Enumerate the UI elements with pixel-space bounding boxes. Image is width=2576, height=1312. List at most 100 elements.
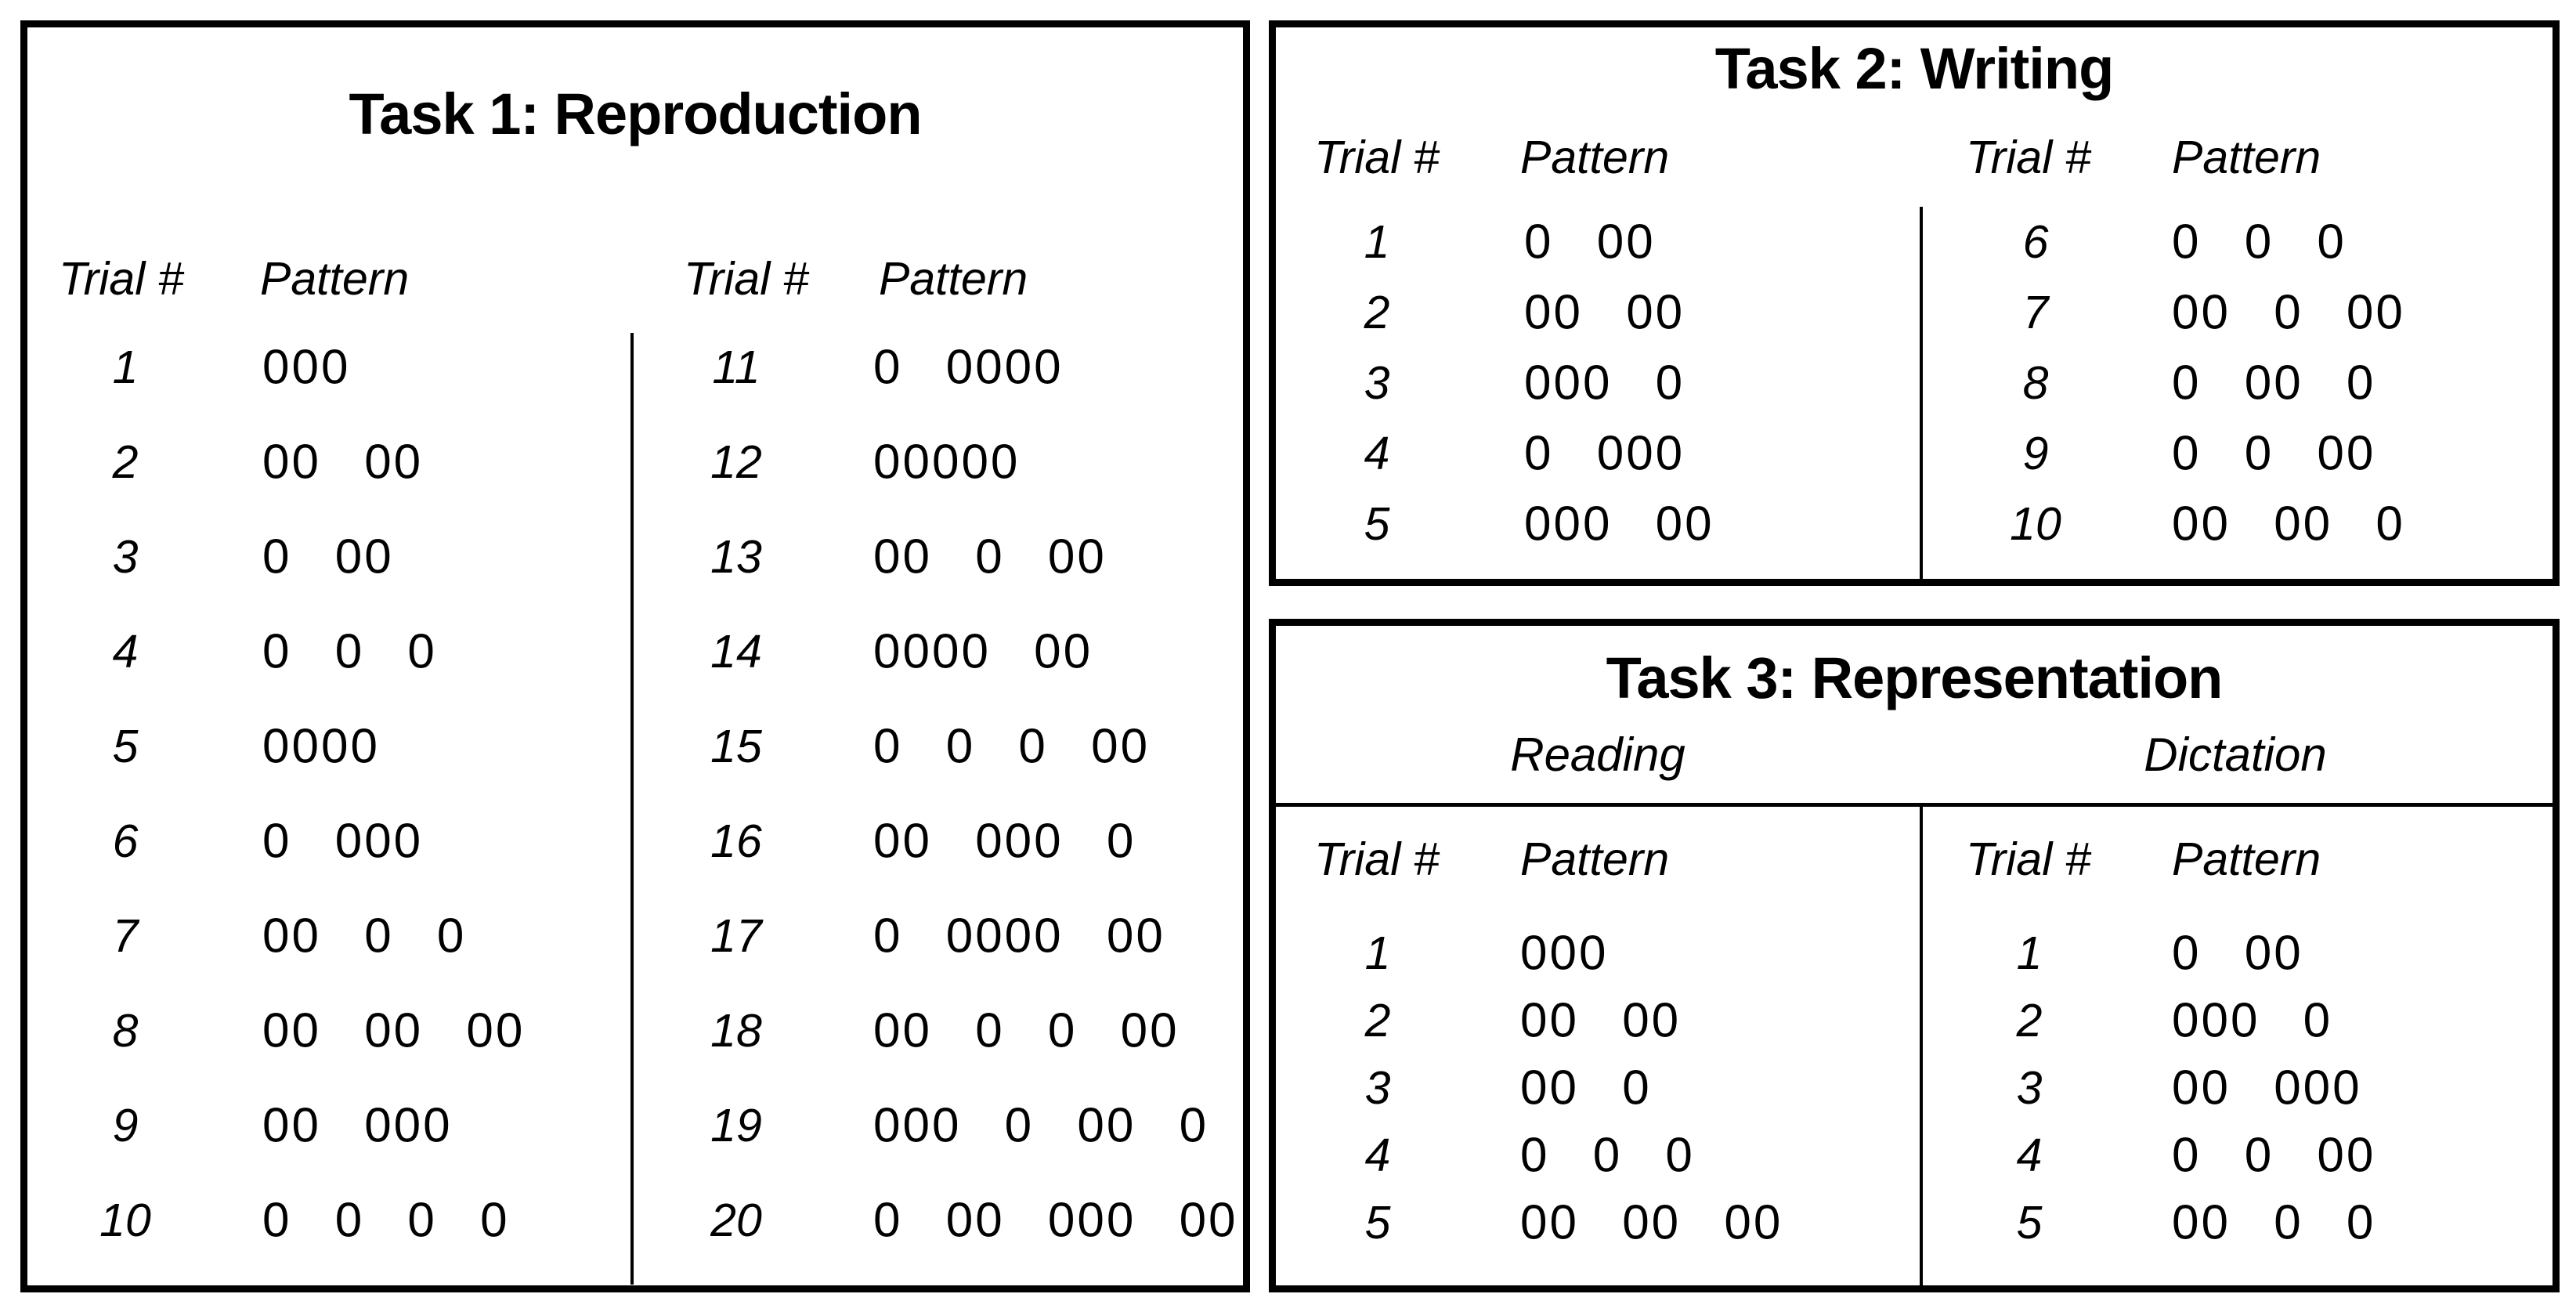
task1-left-rows: 1 000 2 00 00 3 0 00 4 0 0 0 [27, 320, 1243, 1267]
table-row: 4 0 0 00 [1276, 1122, 2553, 1189]
table-row: 15 0 0 0 00 [27, 699, 1243, 793]
table-row: 5 00 0 0 [1276, 1189, 2553, 1256]
pattern-value: 0000 00 [873, 624, 1093, 678]
pattern-value: 00 00 [1524, 285, 1685, 340]
pattern-value: 00 00 00 [262, 1003, 526, 1057]
table-row: 6 0 0 0 [1276, 207, 2553, 277]
pattern-value: 000 [262, 340, 351, 394]
pattern-value: 00 00 [1520, 993, 1682, 1048]
task1-left-pattern-header: Pattern [260, 253, 410, 305]
pattern-value: 000 0 [2172, 993, 2333, 1048]
pattern-value: 00 00 0 [2172, 497, 2405, 551]
trial-number: 3 [1364, 357, 1390, 409]
table-row: 4 0 000 [1276, 418, 2553, 489]
pattern-value: 00 0 00 [873, 529, 1107, 584]
trial-number: 14 [710, 625, 762, 678]
pattern-value: 0 00 [2172, 926, 2303, 981]
table-row: 11 0 0000 [27, 320, 1243, 414]
pattern-value: 0 00 000 00 [873, 1193, 1238, 1247]
pattern-value: 00 00 [262, 435, 424, 489]
pattern-value: 00 0 0 00 [873, 1003, 1180, 1057]
table-row: 8 00 00 00 [27, 983, 1243, 1078]
table-row: 3 0 00 [27, 509, 1243, 604]
task3-reading-pattern-header: Pattern [1520, 833, 1670, 885]
trial-number: 13 [710, 530, 762, 583]
pattern-value: 0 00 0 [2172, 356, 2376, 410]
task3-reading-trial-header: Trial # [1314, 833, 1440, 885]
task3-dictation-pattern-header: Pattern [2172, 833, 2321, 885]
pattern-value: 00 000 [262, 1098, 453, 1152]
pattern-value: 0 00 [262, 529, 394, 584]
trial-number: 2 [1364, 995, 1391, 1046]
table-row: 2 00 00 [1276, 277, 2553, 348]
trial-number: 4 [112, 625, 139, 678]
table-row: 9 00 000 [27, 1078, 1243, 1173]
trial-number: 2 [2016, 995, 2043, 1046]
table-row: 1 0 00 [1276, 920, 2553, 987]
pattern-value: 0 0 0 [1520, 1128, 1695, 1183]
trial-number: 20 [710, 1194, 762, 1246]
trial-number: 4 [1364, 1129, 1391, 1181]
trial-number: 5 [112, 720, 139, 772]
task2-title: Task 2: Writing [1714, 36, 2115, 101]
table-row: 1 0 00 [1276, 207, 2553, 277]
trial-number: 5 [2016, 1197, 2043, 1249]
table-row: 20 0 00 000 00 [27, 1173, 1243, 1267]
table-row: 5 0000 [27, 699, 1243, 793]
task2-left-rows: 1 0 00 2 00 00 3 000 0 4 0 000 [1276, 207, 2553, 559]
task1-right-rows: 11 0 0000 12 00000 13 00 0 00 14 0000 00 [27, 320, 1243, 1267]
trial-number: 12 [710, 436, 762, 488]
pattern-value: 0 0 00 [2172, 1128, 2376, 1183]
table-row: 16 00 000 0 [27, 793, 1243, 888]
table-row: 7 00 0 0 [27, 888, 1243, 983]
task1-left-trial-header: Trial # [59, 253, 184, 305]
trial-number: 3 [2016, 1062, 2043, 1114]
task3-dictation-trial-header: Trial # [1966, 833, 2091, 885]
trial-number: 1 [1364, 216, 1390, 268]
trial-number: 9 [2022, 428, 2049, 479]
trial-number: 7 [112, 909, 139, 962]
trial-number: 2 [1364, 287, 1390, 338]
pattern-value: 00 000 [2172, 1061, 2362, 1115]
trial-number: 10 [2010, 498, 2061, 550]
trial-number: 3 [112, 530, 139, 583]
task3-header-divider [1276, 803, 2553, 807]
pattern-value: 0 0 0 [262, 624, 437, 678]
table-row: 13 00 0 00 [27, 509, 1243, 604]
trial-number: 7 [2022, 287, 2049, 338]
pattern-value: 0 00 [1524, 215, 1656, 269]
table-row: 9 0 0 00 [1276, 418, 2553, 489]
table-row: 17 0 0000 00 [27, 888, 1243, 983]
task1-right-trial-header: Trial # [684, 253, 809, 305]
task2-right-pattern-header: Pattern [2172, 132, 2321, 183]
pattern-value: 00 0 [1520, 1061, 1652, 1115]
trial-number: 4 [1364, 428, 1390, 479]
trial-number: 19 [710, 1099, 762, 1151]
pattern-value: 0 000 [1524, 426, 1685, 481]
trial-number: 15 [710, 720, 762, 772]
pattern-value: 00 0 0 [262, 909, 467, 963]
pattern-value: 00 0 0 [2172, 1195, 2376, 1250]
pattern-value: 0 0 0 00 [873, 719, 1151, 773]
task1-column-divider [630, 333, 634, 1285]
trial-number: 1 [2016, 927, 2043, 979]
trial-number: 1 [1364, 927, 1391, 979]
task1-right-pattern-header: Pattern [879, 253, 1028, 305]
table-row: 2 00 00 [27, 414, 1243, 509]
table-row: 19 000 0 00 0 [27, 1078, 1243, 1173]
trial-number: 6 [2022, 216, 2049, 268]
task3-title: Task 3: Representation [1606, 645, 2224, 710]
trial-number: 4 [2016, 1129, 2043, 1181]
pattern-value: 00000 [873, 435, 1021, 489]
table-row: 4 0 0 0 [27, 604, 1243, 699]
pattern-value: 0 0 0 0 [262, 1193, 510, 1247]
task3-panel: Task 3: Representation Reading Dictation… [1269, 619, 2560, 1292]
trial-number: 16 [710, 815, 762, 867]
pattern-value: 0 0000 00 [873, 909, 1165, 963]
task3-reading-label: Reading [1510, 728, 1685, 781]
table-row: 1 000 [27, 320, 1243, 414]
task2-column-divider [1920, 207, 1923, 579]
task3-dictation-rows: 1 0 00 2 000 0 3 00 000 4 0 0 00 [1276, 920, 2553, 1256]
trial-number: 17 [710, 909, 762, 962]
table-row: 5 000 00 [1276, 489, 2553, 559]
